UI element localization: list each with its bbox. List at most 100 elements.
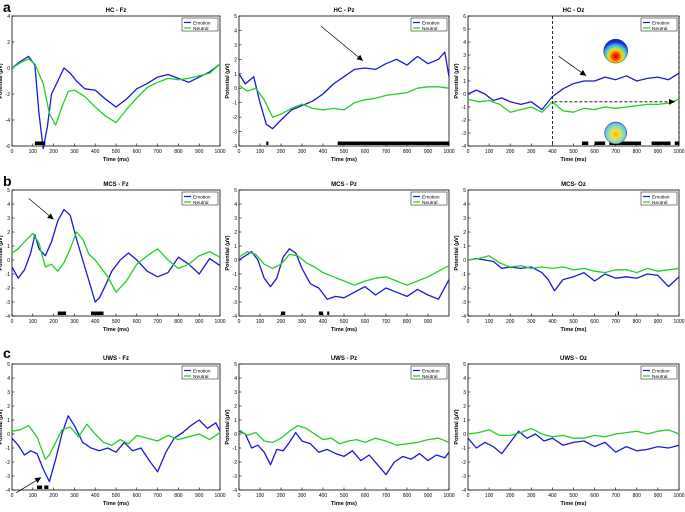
y-tick-label: 5	[463, 362, 466, 368]
x-tick-label: 100	[29, 319, 38, 325]
x-tick-label: 0	[467, 149, 470, 155]
y-tick-label: -4	[6, 314, 11, 320]
x-tick-label: 300	[70, 319, 79, 325]
significance-bar	[57, 311, 67, 315]
y-tick-label: 1	[7, 418, 10, 424]
x-tick-label: 300	[298, 149, 307, 155]
x-tick-label: 200	[49, 493, 58, 499]
panel-hc-fz: HC - Fz -6 -4 -2 0 2 4 0 100 200 300 400 500 600 700 80…	[0, 8, 226, 163]
series-line-emotion	[467, 430, 680, 455]
row-letter-b: b	[3, 173, 12, 189]
x-tick-label: 200	[277, 149, 286, 155]
legend-label: Emotion	[652, 194, 670, 200]
y-tick-label: -2	[6, 460, 11, 466]
series-line-emotion	[11, 55, 221, 150]
x-tick-label: 800	[174, 319, 183, 325]
x-tick-label: 900	[654, 319, 663, 325]
series-line-emotion	[238, 51, 450, 130]
significance-bar	[44, 485, 49, 489]
y-tick-label: -2	[6, 92, 11, 98]
emotion-topomap	[603, 38, 628, 64]
y-tick-label: -3	[233, 300, 238, 306]
x-tick-label: 600	[590, 319, 599, 325]
x-tick-label: 400	[548, 319, 557, 325]
x-tick-label: 0	[467, 319, 470, 325]
y-tick-label: -1	[462, 272, 467, 278]
x-tick-label: 700	[382, 493, 391, 499]
x-tick-label: 1000	[443, 493, 454, 499]
x-tick-label: 500	[112, 493, 121, 499]
chart-title: HC - Oz	[563, 8, 585, 14]
x-tick-label: 500	[569, 319, 578, 325]
x-tick-label: 800	[633, 493, 642, 499]
x-tick-label: 100	[256, 493, 265, 499]
series-line-emotion	[238, 430, 450, 476]
annotation-arrow	[28, 198, 54, 220]
y-tick-label: -4	[233, 314, 238, 320]
x-tick-label: 1000	[673, 149, 684, 155]
y-tick-label: 5	[463, 188, 466, 194]
y-tick-label: 4	[7, 14, 10, 20]
y-tick-label: 1	[234, 418, 237, 424]
significance-bar	[36, 485, 43, 489]
x-tick-label: 1000	[443, 149, 454, 155]
x-tick-label: 900	[195, 149, 204, 155]
x-tick-label: 500	[340, 149, 349, 155]
chart-title: HC - Pz	[334, 8, 355, 14]
x-tick-label: 800	[403, 493, 412, 499]
y-tick-label: -4	[462, 314, 467, 320]
x-tick-label: 400	[548, 493, 557, 499]
x-tick-label: 300	[70, 149, 79, 155]
significance-bar	[617, 311, 620, 315]
y-tick-label: 0	[7, 258, 10, 264]
y-tick-label: 3	[7, 216, 10, 222]
y-tick-label: 1	[234, 72, 237, 78]
y-tick-label: 5	[7, 188, 10, 194]
x-tick-label: 800	[174, 493, 183, 499]
x-tick-label: 100	[256, 319, 265, 325]
x-tick-label: 500	[112, 319, 121, 325]
legend-label: Neutral	[422, 374, 437, 380]
significance-bar	[281, 311, 286, 315]
x-axis-label: Time (ms)	[103, 327, 129, 333]
x-tick-label: 600	[133, 319, 142, 325]
y-tick-label: -2	[6, 286, 11, 292]
y-tick-label: -2	[233, 286, 238, 292]
y-tick-label: -4	[233, 144, 238, 150]
y-axis-label: Potential (µV)	[0, 235, 4, 270]
x-tick-label: 0	[238, 319, 241, 325]
chart-title: UWS - Pz	[331, 356, 357, 362]
significance-bar	[318, 311, 323, 315]
x-tick-label: 500	[112, 149, 121, 155]
legend-label: Emotion	[652, 368, 670, 374]
y-tick-label: -3	[462, 474, 467, 480]
y-axis-label: Potential (µV)	[454, 63, 460, 98]
y-tick-label: 3	[463, 216, 466, 222]
y-tick-label: -2	[233, 115, 238, 121]
x-axis-label: Time (ms)	[331, 157, 357, 163]
legend-label: Neutral	[193, 26, 208, 32]
x-tick-label: 600	[590, 149, 599, 155]
series-line-neutral	[467, 98, 680, 113]
significance-bar	[609, 141, 642, 145]
panel-uws-pz: UWS - Pz -4 -3 -2 -1 0 1 2 3 4 5 0 100 200 300 400 500 60…	[225, 356, 455, 507]
y-tick-label: -3	[462, 300, 467, 306]
x-tick-label: 100	[29, 493, 38, 499]
y-axis-label: Potential (µV)	[225, 409, 231, 444]
y-tick-label: -4	[462, 144, 467, 150]
x-tick-label: 200	[277, 319, 286, 325]
panel-hc-oz: HC - Oz -4 -3 -2 -1 0 1 2 3 4 5 6 0 100 200 300 400 500 60…	[454, 8, 685, 163]
x-tick-label: 100	[485, 149, 494, 155]
x-tick-label: 800	[403, 319, 412, 325]
y-tick-label: 1	[463, 418, 466, 424]
x-tick-label: 0	[11, 319, 14, 325]
x-axis-label: Time (ms)	[561, 501, 587, 507]
series-line-neutral	[238, 84, 450, 118]
y-tick-label: 3	[234, 390, 237, 396]
significance-bar	[651, 141, 671, 145]
legend-label: Emotion	[193, 194, 211, 200]
plot-frame	[467, 15, 680, 147]
x-tick-label: 400	[91, 149, 100, 155]
x-tick-label: 300	[527, 149, 536, 155]
